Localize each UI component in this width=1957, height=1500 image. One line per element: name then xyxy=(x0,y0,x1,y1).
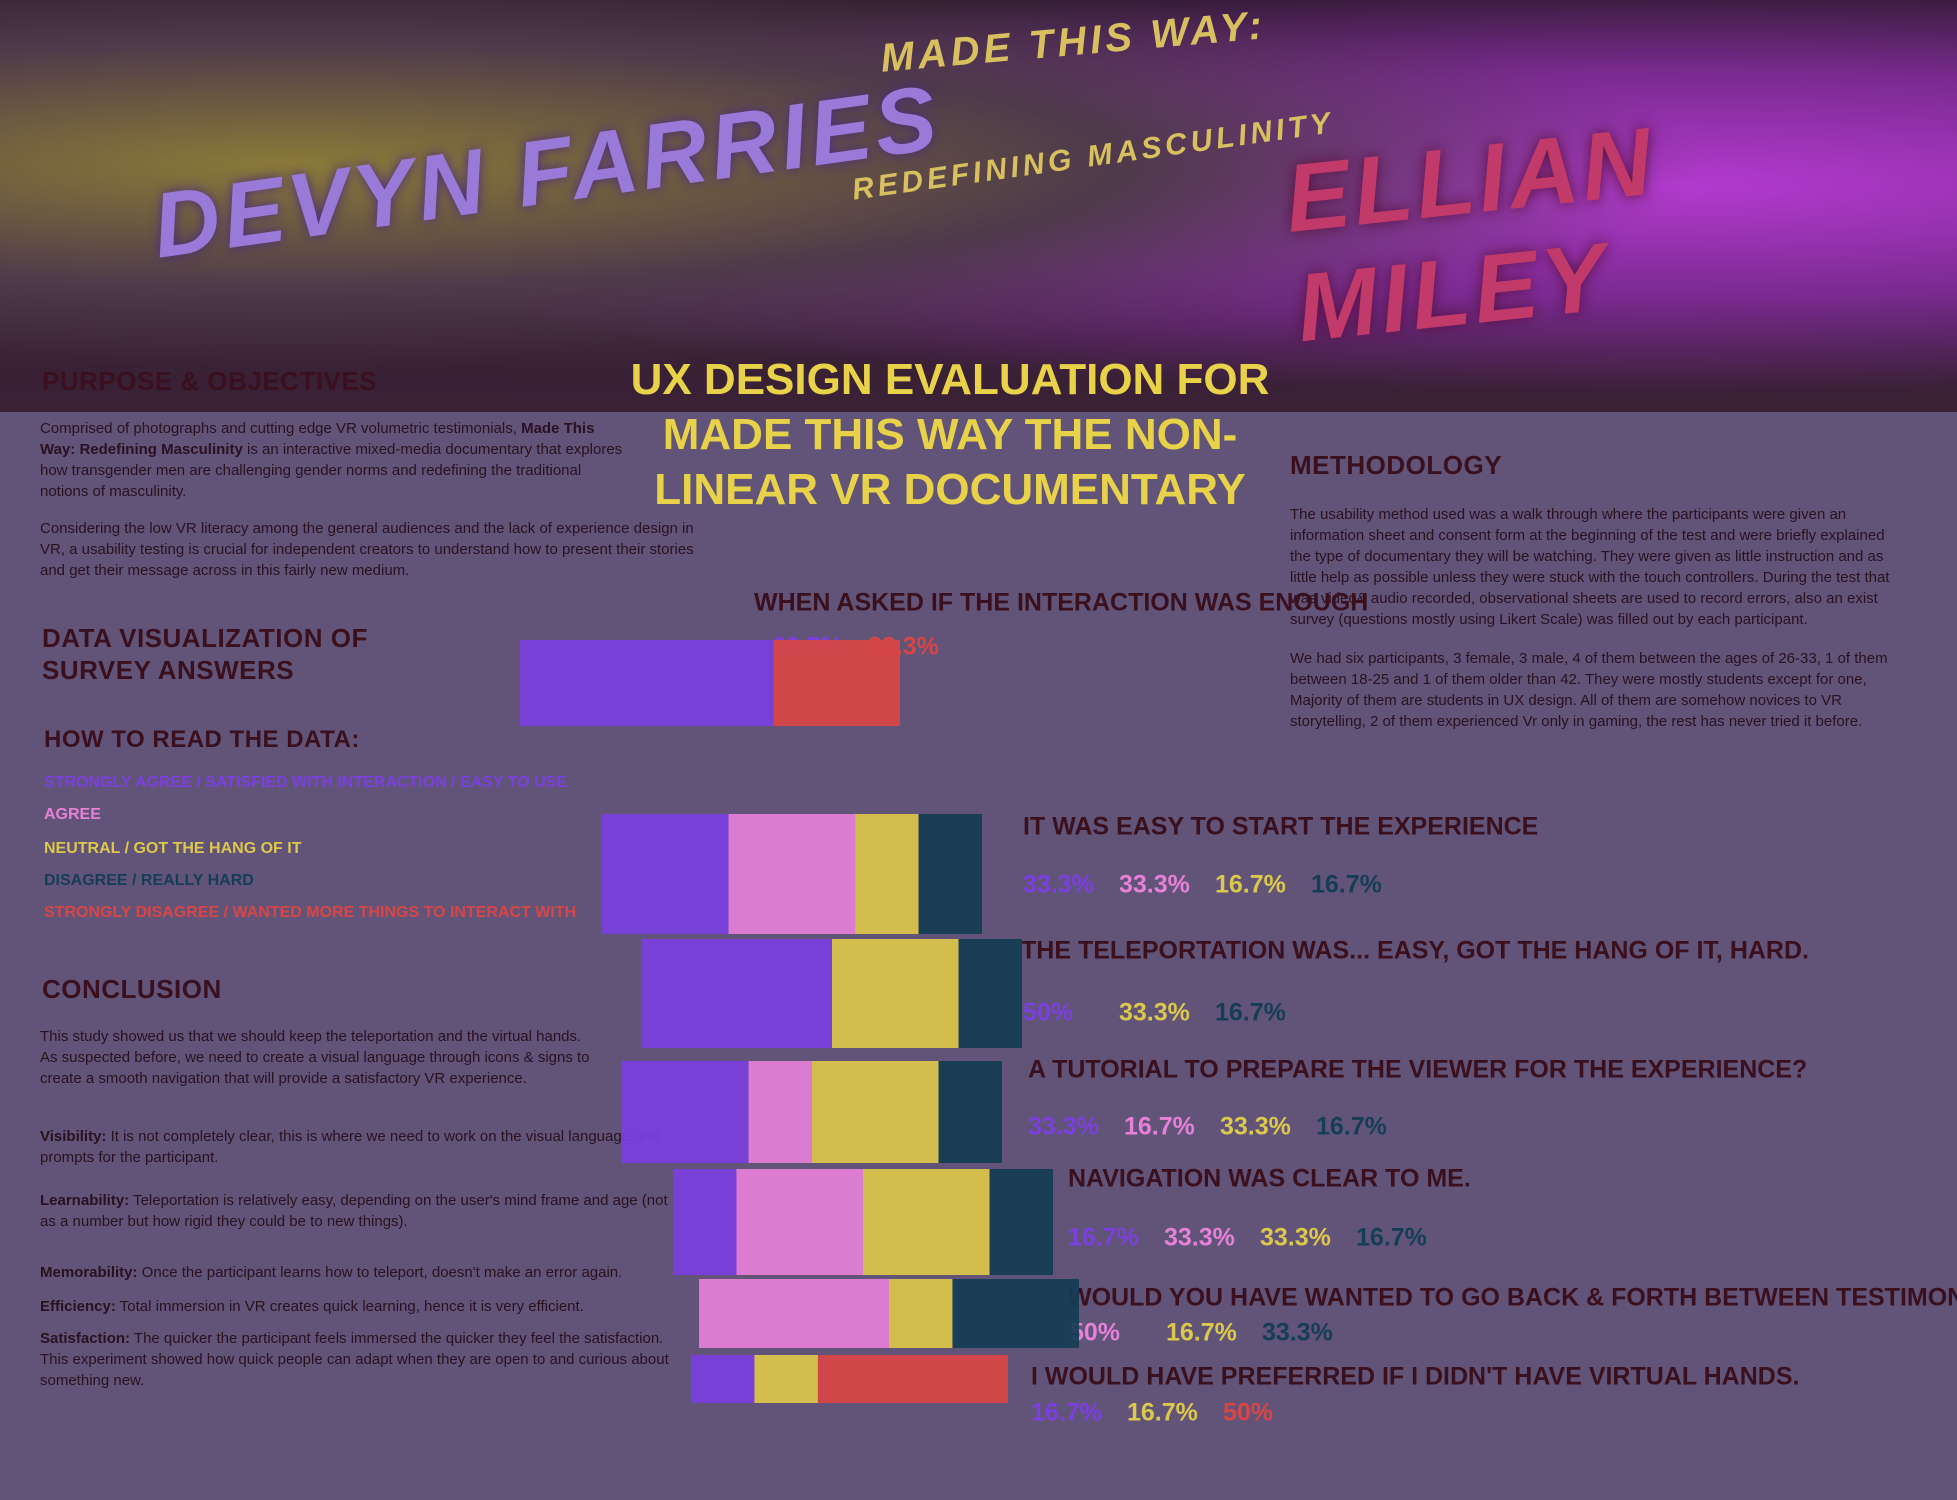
legend-item: STRONGLY AGREE / SATISFIED WITH INTERACT… xyxy=(44,774,568,791)
value-label: 33.3% xyxy=(868,633,939,661)
bar-segment xyxy=(699,1279,889,1348)
bar-segment xyxy=(817,1355,1008,1403)
conclusion-item: Learnability: Teleportation is relativel… xyxy=(40,1190,680,1232)
value-label: 16.7% xyxy=(1316,1113,1387,1141)
text: is an interactive mixed-media documentar… xyxy=(40,441,623,500)
question: WHEN ASKED IF THE INTERACTION WAS ENOUGH xyxy=(754,589,1368,617)
paragraph: Comprised of photographs and cutting edg… xyxy=(40,418,630,502)
bar-segment xyxy=(773,640,900,726)
legend-item: STRONGLY DISAGREE / WANTED MORE THINGS T… xyxy=(44,904,577,921)
heading: CONCLUSION xyxy=(42,974,222,1004)
bar-segment xyxy=(691,1355,755,1403)
value-label: 50% xyxy=(1223,1399,1273,1427)
value-label: 16.7% xyxy=(1068,1224,1139,1252)
question: A TUTORIAL TO PREPARE THE VIEWER FOR THE… xyxy=(1028,1056,1807,1084)
value-label: 16.7% xyxy=(1124,1113,1195,1141)
bar-segment xyxy=(520,640,774,726)
legend-item: DISAGREE / REALLY HARD xyxy=(44,872,254,889)
legend-item: AGREE xyxy=(44,806,101,823)
text: Made This Way: Redefining Masculinity xyxy=(40,420,595,458)
bar-segment xyxy=(938,1061,1002,1163)
text: Once the participant learns how to telep… xyxy=(137,1264,623,1281)
bar-segment xyxy=(642,939,832,1048)
question: THE TELEPORTATION WAS... EASY, GOT THE H… xyxy=(1021,937,1809,965)
value-label: 16.7% xyxy=(1127,1399,1198,1427)
title: UX DESIGN EVALUATION FOR MADE THIS WAY T… xyxy=(630,355,1270,514)
bar-segment xyxy=(958,939,1022,1048)
conclusion-item: Visibility: It is not completely clear, … xyxy=(40,1126,680,1168)
text: Comprised of photographs and cutting edg… xyxy=(40,420,517,437)
legend-item: NEUTRAL / GOT THE HANG OF IT xyxy=(44,840,302,857)
value-label: 16.7% xyxy=(1356,1224,1427,1252)
banner: DEVYN FARRIES ELLIAN MILEY MADE THIS WAY… xyxy=(0,0,1957,412)
question: NAVIGATION WAS CLEAR TO ME. xyxy=(1068,1165,1471,1193)
question: IT WAS EASY TO START THE EXPERIENCE xyxy=(1023,813,1538,841)
value-label: 50% xyxy=(1023,999,1073,1027)
bar-segment xyxy=(748,1061,812,1163)
paragraph: Considering the low VR literacy among th… xyxy=(40,520,694,579)
bar-segment xyxy=(863,1169,990,1275)
value-label: 33.3% xyxy=(1119,871,1190,899)
bar-segment xyxy=(812,1061,939,1163)
bar-segment xyxy=(673,1169,737,1275)
bar-segment xyxy=(728,814,856,934)
value-label: 16.7% xyxy=(1215,999,1286,1027)
term: Learnability: xyxy=(40,1192,130,1209)
bar-segment xyxy=(918,814,982,934)
question: I WOULD HAVE PREFERRED IF I DIDN'T HAVE … xyxy=(1031,1363,1799,1391)
bar-segment xyxy=(952,1279,1079,1348)
value-label: 33.3% xyxy=(1220,1113,1291,1141)
text: The quicker the participant feels immers… xyxy=(40,1330,669,1389)
bar-segment xyxy=(754,1355,818,1403)
bar-segment xyxy=(832,939,959,1048)
text: Teleportation is relatively easy, depend… xyxy=(40,1192,668,1230)
conclusion-item: Satisfaction: The quicker the participan… xyxy=(40,1328,680,1391)
text: It is not completely clear, this is wher… xyxy=(40,1128,660,1166)
heading: DATA VISUALIZATION OF SURVEY ANSWERS xyxy=(42,623,368,685)
term: Efficiency: xyxy=(40,1298,116,1315)
term: Satisfaction: xyxy=(40,1330,131,1347)
value-label: 33.3% xyxy=(1023,871,1094,899)
bar-segment xyxy=(602,814,729,934)
conclusion-item: Efficiency: Total immersion in VR create… xyxy=(40,1296,680,1317)
term: Visibility: xyxy=(40,1128,107,1145)
heading: PURPOSE & OBJECTIVES xyxy=(42,366,378,396)
bar-segment xyxy=(889,1279,953,1348)
term: Memorability: xyxy=(40,1264,138,1281)
paragraph: We had six participants, 3 female, 3 mal… xyxy=(1290,650,1888,730)
value-label: 16.7% xyxy=(1311,871,1382,899)
paragraph: The usability method used was a walk thr… xyxy=(1290,506,1890,628)
value-label: 16.7% xyxy=(1215,871,1286,899)
value-label: 33.3% xyxy=(1164,1224,1235,1252)
bar-segment xyxy=(736,1169,863,1275)
question: WOULD YOU HAVE WANTED TO GO BACK & FORTH… xyxy=(1068,1284,1957,1312)
value-label: 33.3% xyxy=(1028,1113,1099,1141)
bar-segment xyxy=(622,1061,749,1163)
conclusion-item: Memorability: Once the participant learn… xyxy=(40,1262,680,1283)
heading: METHODOLOGY xyxy=(1290,450,1503,480)
paragraph: This study showed us that we should keep… xyxy=(40,1028,590,1087)
heading: HOW TO READ THE DATA: xyxy=(44,726,360,753)
value-label: 33.3% xyxy=(1119,999,1190,1027)
value-label: 16.7% xyxy=(1166,1319,1237,1347)
bar-segment xyxy=(855,814,919,934)
value-label: 33.3% xyxy=(1262,1319,1333,1347)
value-label: 16.7% xyxy=(1031,1399,1102,1427)
value-label: 33.3% xyxy=(1260,1224,1331,1252)
text: Total immersion in VR creates quick lear… xyxy=(115,1298,584,1315)
bar-segment xyxy=(989,1169,1053,1275)
